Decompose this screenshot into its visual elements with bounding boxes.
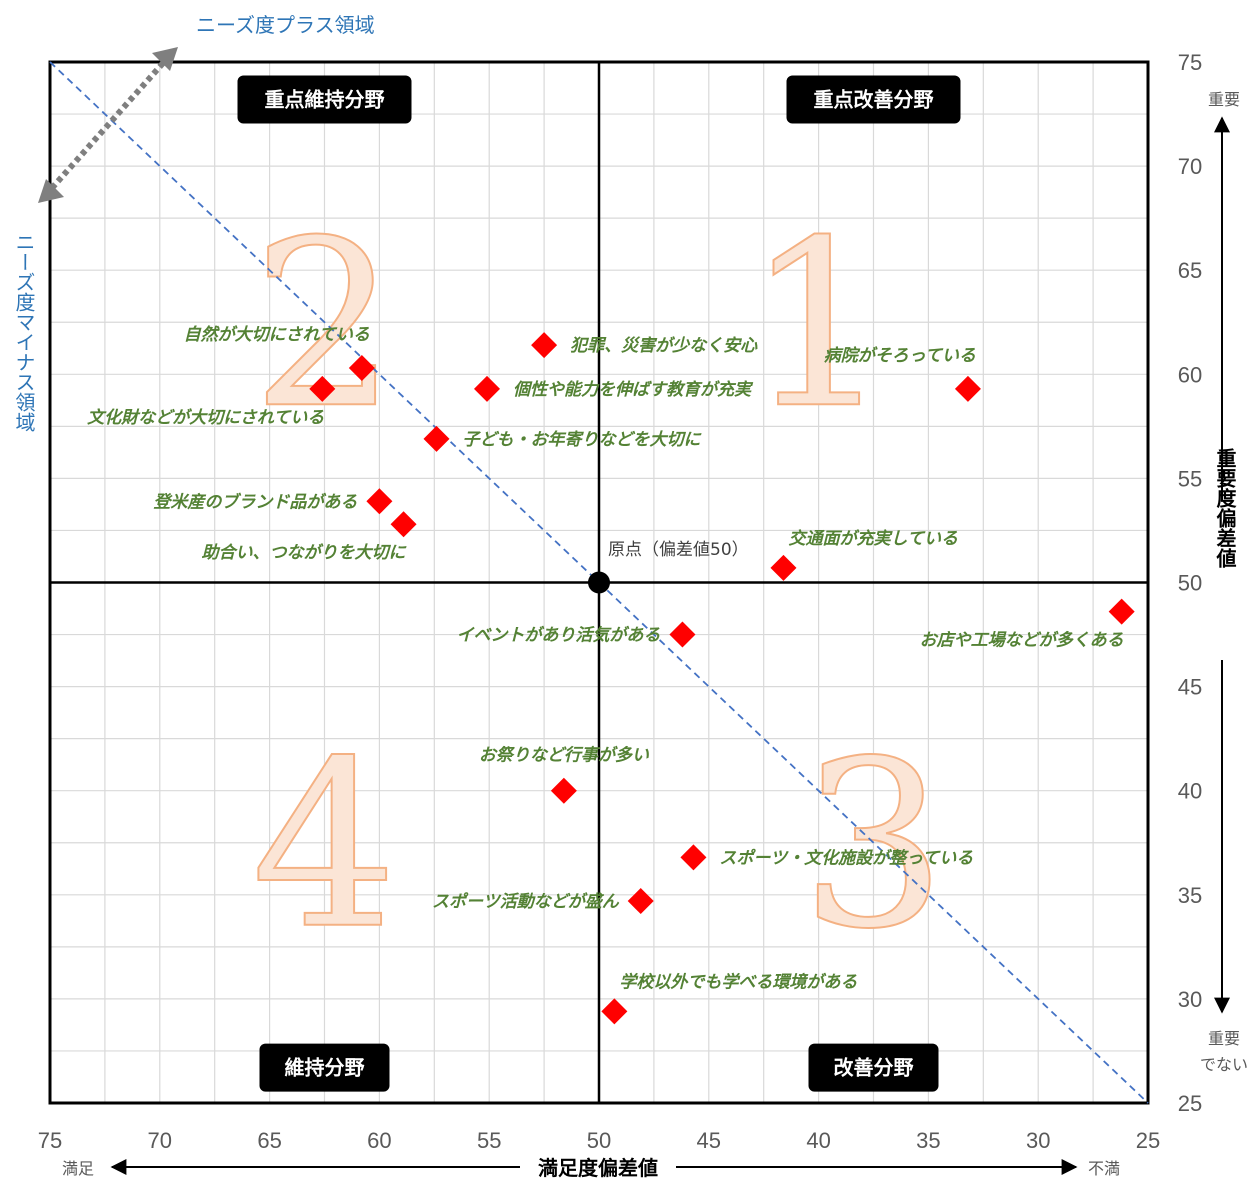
area-badge-label: 重点改善分野 xyxy=(814,87,934,111)
data-point-label: 学校以外でも学べる環境がある xyxy=(619,972,857,992)
data-point-marker xyxy=(390,511,417,538)
x-axis-title: 満足度偏差値 xyxy=(538,1156,658,1178)
y-tick-label: 70 xyxy=(1178,154,1202,179)
data-points xyxy=(309,332,1135,1025)
x-tick-label: 65 xyxy=(257,1128,281,1153)
needs-double-arrow-line xyxy=(49,60,167,190)
y-tick-label: 75 xyxy=(1178,50,1202,75)
x-tick-label: 30 xyxy=(1026,1128,1050,1153)
y-axis-bottom-end-label-line2: でない xyxy=(1200,1055,1248,1074)
y-axis-top-end-label: 重要 xyxy=(1208,90,1240,109)
data-point-label: 交通面が充実している xyxy=(788,529,958,549)
data-point-label: 病院がそろっている xyxy=(824,346,976,366)
area-badge-label: 重点維持分野 xyxy=(265,87,385,111)
data-point-label: 登米産のブランド品がある xyxy=(153,492,357,512)
y-tick-label: 60 xyxy=(1178,362,1202,387)
y-tick-label: 35 xyxy=(1178,883,1202,908)
data-point-marker xyxy=(366,488,393,515)
origin-label: 原点（偏差値50） xyxy=(608,540,749,560)
y-tick-label: 50 xyxy=(1178,571,1202,596)
quadrant-number: 4 xyxy=(251,713,397,980)
data-point-label: 犯罪、災害が少なく安心 xyxy=(570,336,758,356)
needs-arrow-head-up xyxy=(152,47,178,71)
x-tick-label: 40 xyxy=(806,1128,830,1153)
data-point-marker xyxy=(550,777,577,804)
x-axis-right-end-label: 不満 xyxy=(1088,1159,1120,1178)
data-point-label: 自然が大切にされている xyxy=(184,325,370,345)
y-tick-label: 40 xyxy=(1178,779,1202,804)
data-point-marker xyxy=(348,355,375,382)
x-tick-label: 55 xyxy=(477,1128,501,1153)
y-tick-label: 55 xyxy=(1178,466,1202,491)
data-point-label: スポーツ・文化施設が整っている xyxy=(719,848,973,868)
y-tick-label: 45 xyxy=(1178,675,1202,700)
data-point-label: 個性や能力を伸ばす教育が充実 xyxy=(513,380,754,400)
y-tick-label: 30 xyxy=(1178,987,1202,1012)
area-badge-label: 維持分野 xyxy=(285,1056,365,1080)
x-tick-label: 45 xyxy=(697,1128,721,1153)
data-point-marker xyxy=(770,554,797,581)
data-point-marker xyxy=(669,621,696,648)
area-badge xyxy=(786,75,961,124)
data-point-label: 助合い、つながりを大切に xyxy=(202,543,408,563)
quadrant-number: 1 xyxy=(745,192,891,459)
quadrant-number: 3 xyxy=(800,713,946,980)
y-tick-label: 65 xyxy=(1178,258,1202,283)
data-point-marker xyxy=(954,375,981,402)
data-point-label: スポーツ活動などが盛ん xyxy=(432,892,620,912)
x-tick-label: 70 xyxy=(148,1128,172,1153)
area-badge xyxy=(808,1043,939,1092)
data-point-marker xyxy=(309,375,336,402)
x-tick-label: 50 xyxy=(587,1128,611,1153)
needs-indicators xyxy=(38,47,178,203)
needs-arrow-head-down xyxy=(38,179,64,203)
y-tick-label: 25 xyxy=(1178,1091,1202,1116)
origin-point xyxy=(588,571,610,594)
axis-ticks: 75 70 65 60 55 50 45 40 35 30 25 75 70 65 60 55 50 45 40 35… xyxy=(38,50,1230,1175)
data-point-label: お店や工場などが多くある xyxy=(920,631,1124,651)
area-badge xyxy=(237,75,412,124)
area-badge-label: 改善分野 xyxy=(834,1056,914,1080)
data-point-label: イベントがあり活気がある xyxy=(456,626,660,646)
data-point-label: 文化財などが大切にされている xyxy=(87,408,324,428)
data-point-marker xyxy=(627,888,654,915)
data-point-marker xyxy=(531,332,558,359)
data-point-label: 子ども・お年寄りなどを大切に xyxy=(462,430,702,450)
y-axis-bottom-end-label-line1: 重要 xyxy=(1208,1029,1240,1048)
x-tick-label: 75 xyxy=(38,1128,62,1153)
area-badge xyxy=(259,1043,390,1092)
point-labels: 自然が大切にされている犯罪、災害が少なく安心病院がそろっている文化財などが大切に… xyxy=(87,325,1124,992)
data-point-label: お祭りなど行事が多い xyxy=(479,746,650,766)
quadrant-number: 2 xyxy=(251,192,397,459)
data-point-marker xyxy=(474,375,501,402)
data-point-marker xyxy=(680,844,707,871)
needs-plus-label: ニーズ度プラス領域 xyxy=(196,13,375,37)
quadrant-numbers: 1 2 3 4 xyxy=(250,191,947,981)
x-tick-label: 25 xyxy=(1136,1128,1160,1153)
x-tick-label: 60 xyxy=(367,1128,391,1153)
data-point-marker xyxy=(1108,598,1135,625)
x-tick-label: 35 xyxy=(916,1128,940,1153)
data-point-marker xyxy=(601,998,628,1025)
needs-minus-label: ニーズ度マイナス領域 xyxy=(12,232,36,432)
data-point-marker xyxy=(423,425,450,452)
x-axis-left-end-label: 満足 xyxy=(62,1159,94,1178)
y-axis-title: 重要度偏差値 xyxy=(1213,448,1237,568)
